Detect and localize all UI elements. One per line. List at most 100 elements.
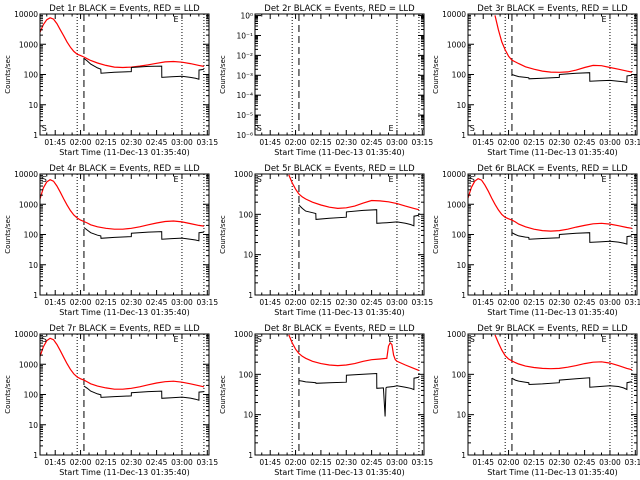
detector-panel-9: 1 10 100 1000 01:45 02:00 02:15 02:30 02:45 03:00… (432, 324, 640, 477)
y-tick-label: 100 (239, 210, 254, 219)
start-marker: S (470, 175, 475, 184)
events-series-line (298, 372, 419, 417)
x-tick-label: 02:15 (95, 298, 117, 307)
y-tick-label: 1000 (234, 330, 253, 339)
x-tick-label: 03:15 (624, 458, 640, 467)
lld-series-line (40, 337, 205, 390)
detector-panel-5: 1 10 100 1000 01:45 02:00 02:15 02:30 02:45 03:00… (219, 164, 433, 317)
x-axis-label: Start Time (11-Dec-13 01:35:40) (274, 148, 405, 157)
y-tick-label: 10 (456, 101, 466, 110)
x-axis-label: Start Time (11-Dec-13 01:35:40) (274, 468, 405, 477)
y-tick-label: 10000 (442, 170, 466, 179)
y-tick-label: 1000 (19, 200, 38, 209)
plot-frame (39, 13, 210, 136)
panel-title: Det 1r BLACK = Events, RED = LLD (49, 4, 200, 14)
y-tick-label: 100 (452, 231, 467, 240)
y-tick-label: 10000 (442, 10, 466, 19)
x-tick-label: 02:15 (95, 138, 117, 147)
y-tick-label: 10⁻⁴ (236, 91, 253, 100)
panel-title: Det 2r BLACK = Events, RED = LLD (264, 4, 415, 14)
y-axis-label: Counts/sec (4, 55, 12, 94)
x-tick-label: 02:30 (548, 458, 570, 467)
x-tick-label: 03:15 (196, 138, 218, 147)
end-marker: E (174, 15, 179, 24)
x-axis-label: Start Time (11-Dec-13 01:35:40) (274, 308, 405, 317)
y-tick-label: 100 (24, 231, 39, 240)
y-tick-label: 10 (456, 261, 466, 270)
x-tick-label: 01:45 (44, 298, 66, 307)
x-tick-label: 01:45 (472, 298, 494, 307)
x-tick-label: 02:30 (335, 298, 357, 307)
x-tick-label: 03:15 (411, 138, 433, 147)
start-marker: S (470, 335, 475, 344)
x-tick-label: 02:15 (95, 458, 117, 467)
lld-series-line (40, 179, 204, 230)
x-tick-label: 02:00 (498, 458, 520, 467)
x-tick-label: 03:00 (386, 298, 408, 307)
y-tick-label: 1000 (447, 40, 466, 49)
panel-title: Det 9r BLACK = Events, RED = LLD (477, 324, 628, 334)
y-tick-label: 10 (28, 101, 38, 110)
y-tick-label: 1000 (19, 40, 38, 49)
end-marker: E (602, 175, 607, 184)
x-tick-label: 02:30 (120, 458, 142, 467)
x-axis-label: Start Time (11-Dec-13 01:35:40) (59, 468, 190, 477)
detector-panel-6: 1 10 100 1000 10000 01:45 02:00 02:15 02:30 02:45… (432, 164, 640, 317)
y-axis-label: Counts/sec (4, 215, 12, 254)
panel-title: Det 7r BLACK = Events, RED = LLD (49, 324, 200, 334)
x-tick-label: 02:30 (548, 138, 570, 147)
detector-panel-4: 1 10 100 1000 10000 01:45 02:00 02:15 02:30 02:45… (4, 164, 218, 317)
x-tick-label: 03:15 (196, 458, 218, 467)
y-tick-label: 1 (33, 451, 38, 460)
y-tick-label: 10⁰ (240, 12, 253, 21)
x-tick-label: 02:45 (574, 298, 596, 307)
y-tick-label: 1 (248, 291, 253, 300)
end-marker: E (389, 175, 394, 184)
y-tick-label: 10000 (14, 170, 38, 179)
x-axis-label: Start Time (11-Dec-13 01:35:40) (487, 308, 618, 317)
y-tick-label: 1 (33, 131, 38, 140)
x-tick-label: 02:00 (285, 138, 307, 147)
panel-title: Det 5r BLACK = Events, RED = LLD (264, 164, 415, 174)
events-series-line (83, 58, 204, 80)
x-tick-label: 02:15 (523, 298, 545, 307)
x-axis-label: Start Time (11-Dec-13 01:35:40) (487, 468, 618, 477)
x-tick-label: 01:45 (259, 458, 281, 467)
x-tick-label: 01:45 (259, 298, 281, 307)
end-marker: E (174, 335, 179, 344)
end-marker: E (602, 15, 607, 24)
y-tick-label: 1000 (447, 330, 466, 339)
x-tick-label: 01:45 (259, 138, 281, 147)
y-tick-label: 100 (452, 370, 467, 379)
start-marker: S (42, 124, 47, 133)
events-series-line (83, 227, 204, 242)
x-tick-label: 02:30 (335, 138, 357, 147)
x-tick-label: 02:45 (574, 138, 596, 147)
y-axis-label: Counts/sec (4, 375, 12, 414)
y-tick-label: 10000 (14, 10, 38, 19)
y-axis-label: Counts/sec (219, 215, 227, 254)
y-tick-label: 1 (248, 451, 253, 460)
x-tick-label: 02:45 (361, 298, 383, 307)
x-tick-label: 01:45 (44, 138, 66, 147)
start-marker: S (42, 335, 47, 344)
x-tick-label: 02:15 (523, 138, 545, 147)
events-series-line (298, 204, 419, 227)
x-tick-label: 01:45 (472, 458, 494, 467)
y-axis-label: Counts/sec (432, 215, 440, 254)
panel-title: Det 3r BLACK = Events, RED = LLD (477, 4, 628, 14)
x-tick-label: 03:00 (599, 298, 621, 307)
y-tick-label: 10⁻¹ (236, 31, 253, 40)
x-tick-label: 01:45 (44, 458, 66, 467)
start-marker: S (42, 175, 47, 184)
y-tick-label: 10 (456, 411, 466, 420)
x-tick-label: 03:15 (411, 298, 433, 307)
plot-frame (39, 173, 210, 296)
plot-frame (254, 13, 425, 136)
start-marker: S (257, 124, 262, 133)
y-tick-label: 100 (452, 71, 467, 80)
events-series-line (511, 232, 632, 245)
x-tick-label: 02:00 (70, 298, 92, 307)
x-tick-label: 03:15 (411, 458, 433, 467)
x-axis-label: Start Time (11-Dec-13 01:35:40) (59, 148, 190, 157)
